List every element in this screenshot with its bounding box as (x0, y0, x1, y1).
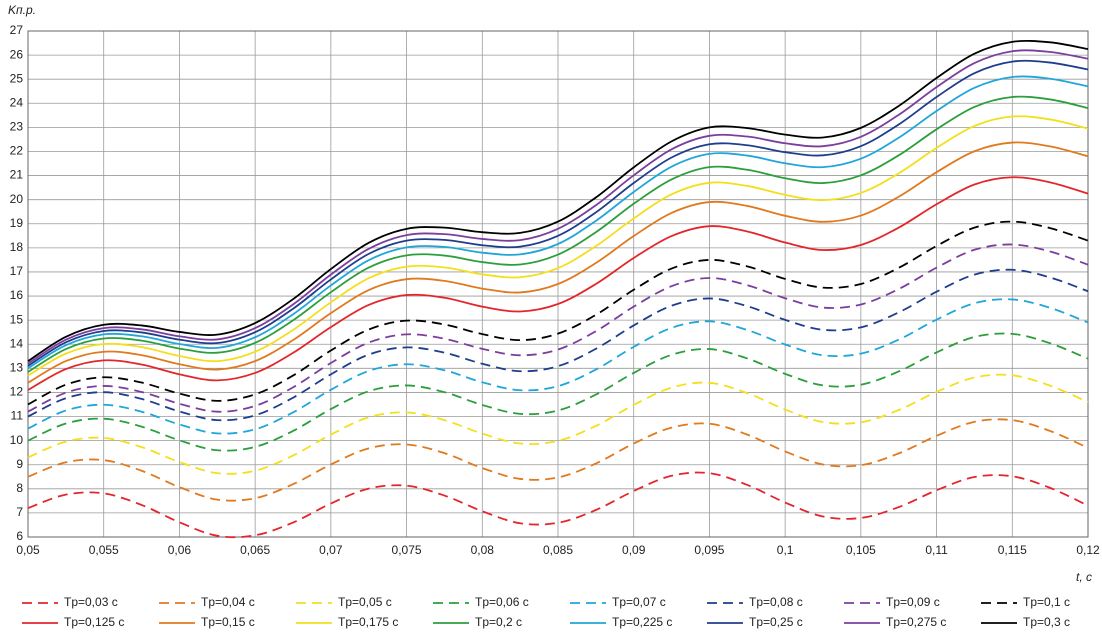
legend-label: Tр=0,275 с (886, 615, 946, 629)
y-tick-label: 21 (10, 168, 24, 182)
x-axis-label: t, с (1076, 570, 1092, 584)
legend-label: Tр=0,06 с (475, 595, 529, 609)
legend-label: Tр=0,175 с (338, 615, 398, 629)
legend-label: Tр=0,09 с (886, 595, 940, 609)
y-tick-label: 23 (10, 120, 24, 134)
series-line (27, 332, 1089, 452)
series-line (27, 75, 1089, 370)
y-tick-label: 11 (11, 409, 24, 423)
x-tick-label: 0,1 (777, 543, 794, 557)
y-tick-label: 27 (10, 23, 24, 37)
series-line (27, 471, 1089, 539)
series-line (27, 418, 1089, 502)
x-tick-label: 0,105 (846, 543, 876, 557)
legend-label: Tр=0,125 с (64, 615, 124, 629)
y-tick-label: 9 (16, 457, 23, 471)
y-tick-label: 14 (10, 336, 24, 350)
y-tick-label: 24 (10, 95, 24, 109)
y-tick-label: 19 (10, 216, 24, 230)
x-tick-label: 0,08 (471, 543, 495, 557)
y-tick-label: 20 (10, 192, 24, 206)
y-tick-label: 25 (10, 71, 24, 85)
x-tick-label: 0,07 (319, 543, 343, 557)
legend-label: Tр=0,07 с (612, 595, 666, 609)
y-tick-label: 6 (16, 529, 23, 543)
series-line (27, 176, 1089, 391)
x-tick-label: 0,075 (392, 543, 422, 557)
legend-label: Tр=0,04 с (201, 595, 255, 609)
x-tick-label: 0,115 (998, 543, 1027, 557)
series-line (27, 39, 1089, 362)
y-tick-label: 15 (10, 312, 24, 326)
y-tick-label: 18 (10, 240, 24, 254)
y-tick-label: 12 (10, 385, 24, 399)
series-line (27, 141, 1089, 384)
x-tick-label: 0,12 (1076, 543, 1100, 557)
y-tick-label: 22 (10, 144, 24, 158)
x-tick-label: 0,055 (89, 543, 119, 557)
legend-label: Tр=0,3 с (1023, 615, 1070, 629)
legend-label: Tр=0,05 с (338, 595, 392, 609)
legend-label: Tр=0,08 с (749, 595, 803, 609)
plot-frame (27, 30, 1089, 538)
series-line (27, 298, 1089, 435)
y-tick-label: 8 (16, 481, 23, 495)
series-line (27, 115, 1089, 377)
series-line (27, 268, 1089, 422)
y-axis-label: Kп.р. (8, 3, 36, 17)
legend-label: Tр=0,03 с (64, 595, 118, 609)
x-tick-label: 0,09 (622, 543, 646, 557)
legend-label: Tр=0,1 с (1023, 595, 1070, 609)
x-tick-label: 0,05 (16, 543, 40, 557)
y-tick-label: 10 (10, 433, 24, 447)
series-line (27, 95, 1089, 373)
y-tick-label: 7 (16, 505, 23, 519)
y-tick-label: 17 (10, 264, 24, 278)
y-tick-label: 26 (10, 47, 24, 61)
x-tick-label: 0,095 (694, 543, 724, 557)
x-tick-label: 0,065 (240, 543, 270, 557)
series-line (27, 59, 1089, 367)
series-line (27, 49, 1089, 365)
series-line (27, 220, 1089, 406)
x-tick-label: 0,06 (168, 543, 192, 557)
legend-label: Tр=0,25 с (749, 615, 803, 629)
x-tick-label: 0,085 (543, 543, 573, 557)
y-tick-label: 16 (10, 288, 24, 302)
x-tick-label: 0,11 (925, 543, 948, 557)
legend-label: Tр=0,2 с (475, 615, 522, 629)
legend-label: Tр=0,225 с (612, 615, 672, 629)
y-tick-label: 13 (10, 361, 24, 375)
series-line (27, 373, 1089, 475)
legend-label: Tр=0,15 с (201, 615, 255, 629)
